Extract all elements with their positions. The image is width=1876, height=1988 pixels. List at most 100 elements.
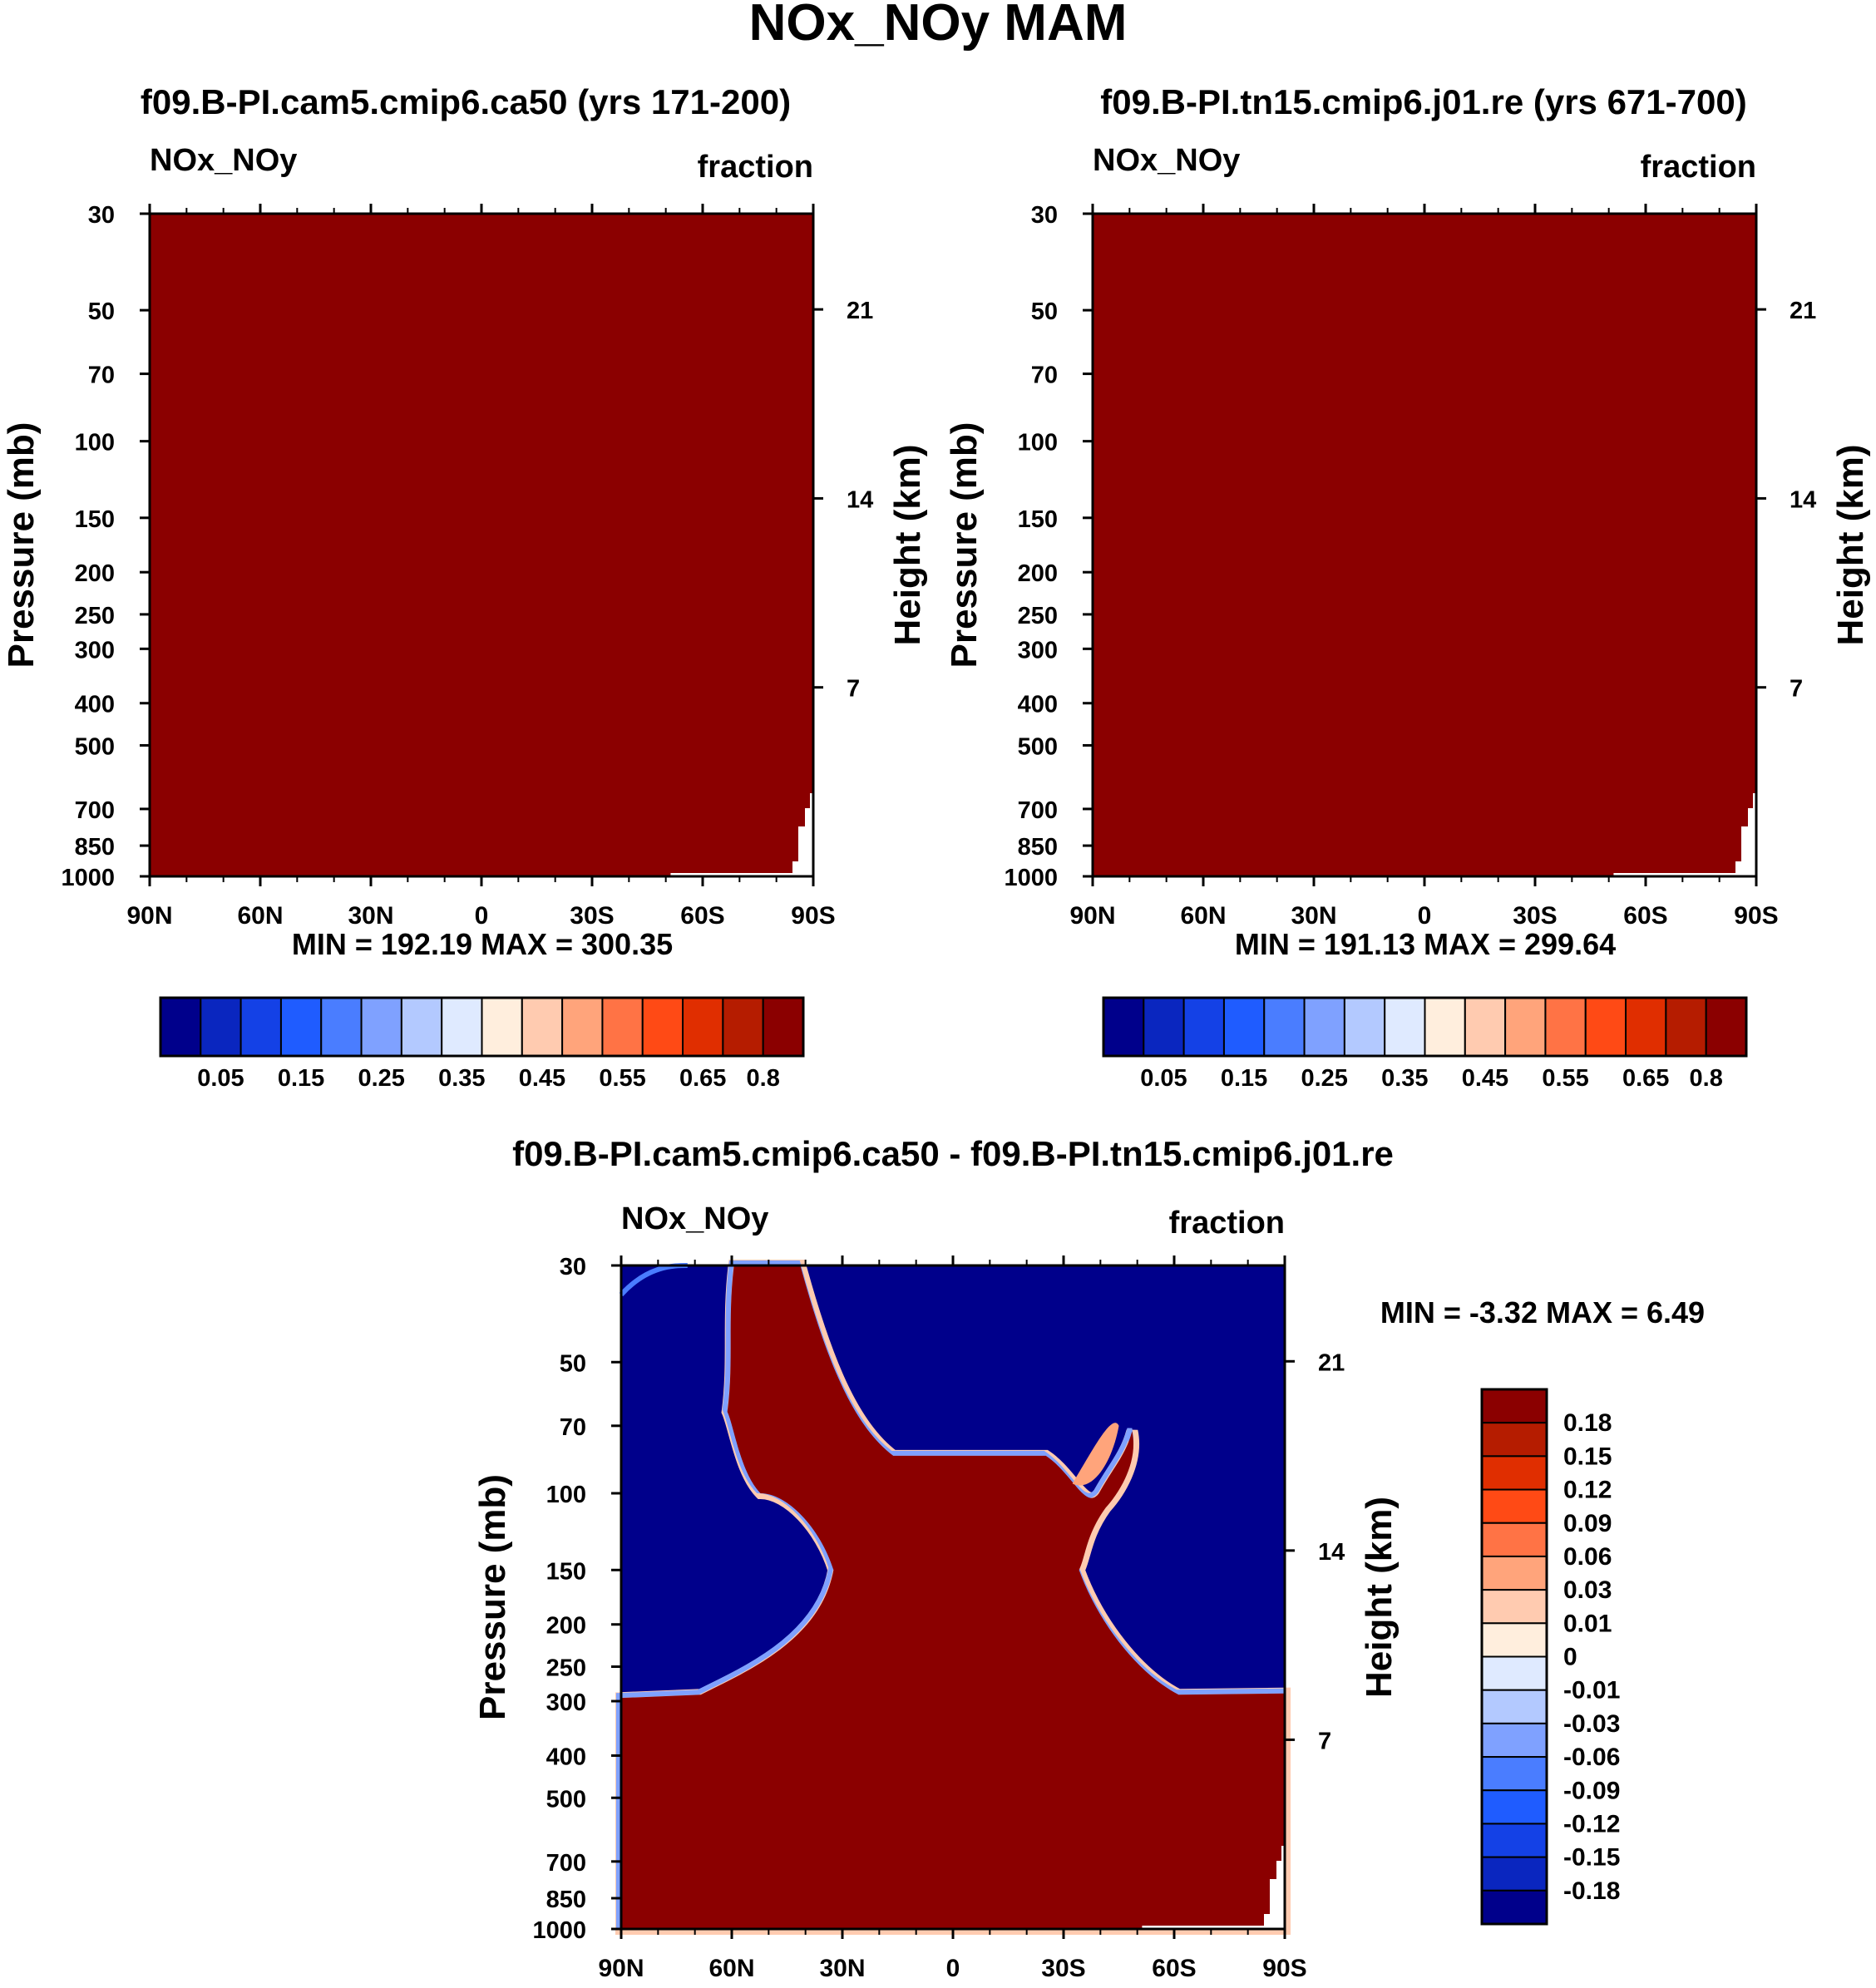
units-label: fraction [1169,1206,1285,1241]
x-tick-label: 0 [1418,902,1432,930]
colorbar-label: 0.15 [1563,1443,1612,1470]
y2-tick-label: 7 [847,676,860,703]
colorbar-label: 0.18 [1563,1409,1612,1437]
units-label: fraction [1641,150,1756,185]
y-tick-label: 400 [1018,692,1058,718]
y-tick-label: 50 [1031,298,1058,325]
x-tick-label: 60S [1623,902,1667,930]
y-tick-label: 150 [1018,506,1058,533]
positive-region [621,1265,1285,1929]
colorbar-label: 0.65 [679,1065,726,1092]
colorbar-box [1481,1555,1548,1591]
colorbar-label: 0.8 [1690,1065,1723,1092]
colorbar-box [1481,1522,1548,1557]
colorbar-box [521,997,564,1057]
y-tick-label: 850 [1018,834,1058,861]
colorbar-box [1481,1722,1548,1759]
variable-label: NOx_NOy [1093,143,1240,178]
colorbar-box [441,997,483,1057]
colorbar-box [1544,997,1587,1057]
y-tick-label: 250 [1018,603,1058,629]
colorbar-label: 0.05 [197,1065,244,1092]
colorbar-label: -0.15 [1563,1844,1620,1872]
field-fill [150,214,813,876]
anomaly-patch [1072,1423,1119,1486]
y2-tick-label: 7 [1318,1728,1331,1754]
x-tick-label: 90N [598,1955,644,1982]
y-tick-label: 70 [560,1414,586,1441]
x-tick-label: 60S [1152,1955,1196,1982]
colorbar-box [561,997,604,1057]
colorbar-label: -0.18 [1563,1877,1620,1905]
colorbar-label: 0.65 [1622,1065,1669,1092]
colorbar-box [1481,1389,1548,1424]
colorbar-label: -0.12 [1563,1810,1620,1838]
colorbar-box [1481,1622,1548,1658]
y-tick-label: 250 [75,603,115,629]
x-tick-label: 60N [237,902,283,930]
colorbar-label: 0.01 [1563,1610,1612,1637]
y-axis-label: Pressure (mb) [472,1474,513,1720]
y-tick-label: 30 [560,1254,586,1280]
y-tick-label: 500 [546,1786,586,1813]
x-tick-label: 90S [791,902,835,930]
y-tick-label: 850 [546,1887,586,1913]
colorbar-label: 0.8 [747,1065,780,1092]
colorbar-box [1424,997,1466,1057]
x-tick-label: 30N [1291,902,1336,930]
min-max-stats: MIN = 191.13 MAX = 299.64 [1235,927,1616,961]
y-tick-label: 100 [75,430,115,456]
figure-title: NOx_NOy MAM [749,0,1128,52]
colorbar-box [1481,1889,1548,1925]
y-tick-label: 700 [75,797,115,824]
y2-tick-label: 14 [1790,486,1816,513]
colorbar-frame [1480,1388,1548,1926]
y-tick-label: 300 [546,1690,586,1716]
y-tick-label: 250 [546,1655,586,1682]
y-tick-label: 500 [1018,733,1058,760]
panel-title: f09.B-PI.tn15.cmip6.j01.re (yrs 671-700) [1100,82,1746,121]
y-tick-label: 1000 [532,1917,586,1944]
colorbar-box [1222,997,1266,1057]
colorbar-label: 0.06 [1563,1543,1612,1571]
colorbar-box [682,997,724,1057]
units-label: fraction [698,150,813,185]
colorbar-label: 0.15 [278,1065,324,1092]
colorbar-box [1343,997,1386,1057]
colorbar-box [239,997,282,1057]
surface-mask [670,793,813,876]
colorbar-box [722,997,764,1057]
colorbar-box [200,997,242,1057]
colorbar-label: 0.45 [519,1065,565,1092]
colorbar-label: -0.01 [1563,1677,1620,1704]
colorbar-box [641,997,684,1057]
y2-axis-label: Height (km) [887,445,928,646]
y-tick-label: 50 [560,1350,586,1377]
y-tick-label: 30 [88,202,115,229]
y-tick-label: 1000 [1004,865,1058,891]
colorbar-label: 0.25 [358,1065,404,1092]
colorbar-box [1481,1655,1548,1691]
y2-tick-label: 21 [1790,298,1816,324]
colorbar-box [1384,997,1426,1057]
colorbar-label: 0.55 [599,1065,645,1092]
chart-panel-1: f09.B-PI.cam5.cmip6.ca50 (yrs 171-200) NO… [1,82,928,1092]
panel-title: f09.B-PI.cam5.cmip6.ca50 - f09.B-PI.tn15… [512,1134,1394,1173]
x-tick-label: 30S [570,902,614,930]
y-axis-label: Pressure (mb) [944,422,985,668]
colorbar-label: -0.06 [1563,1744,1620,1771]
x-tick-label: 60N [708,1955,754,1982]
colorbar-box [762,997,804,1057]
colorbar-box [1584,997,1627,1057]
y-tick-label: 30 [1031,202,1058,229]
colorbar-box [1481,1488,1548,1524]
min-max-stats: MIN = 192.19 MAX = 300.35 [292,927,673,961]
y2-tick-label: 21 [847,298,873,324]
chart-panel-2: f09.B-PI.tn15.cmip6.j01.re (yrs 671-700)… [944,82,1871,1092]
colorbar-box [1103,997,1145,1057]
y-tick-label: 200 [75,560,115,587]
colorbar-box [1143,997,1185,1057]
colorbar-label: 0.35 [438,1065,485,1092]
x-tick-label: 90S [1262,1955,1306,1982]
colorbar-box [1481,1422,1548,1458]
